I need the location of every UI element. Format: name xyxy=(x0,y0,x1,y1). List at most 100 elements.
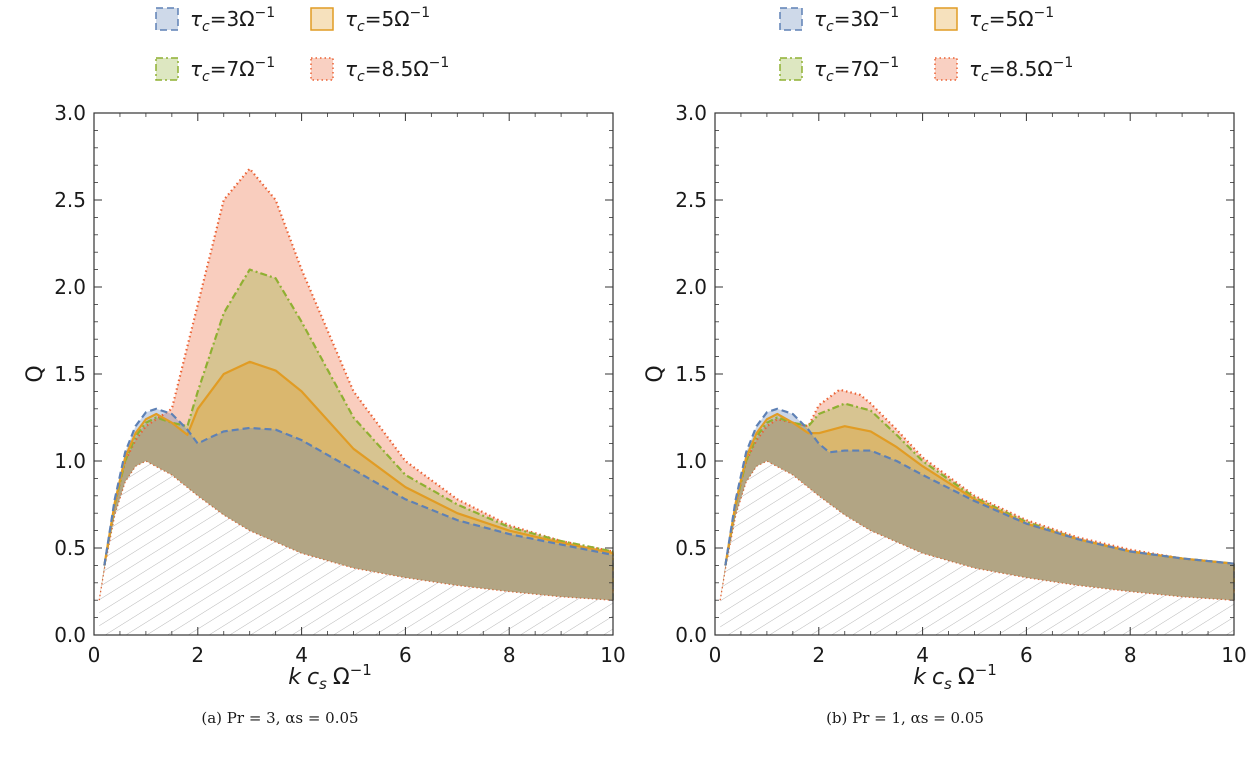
xlabel-sup: −1 xyxy=(350,661,372,679)
x-tick-label: 8 xyxy=(1124,643,1137,667)
band-tau85 xyxy=(720,389,1234,601)
legend-sub: c xyxy=(826,19,834,35)
panel-caption: (a) Pr = 3, αs = 0.05 xyxy=(201,709,358,727)
legend-sup: −1 xyxy=(410,5,431,21)
x-axis-label: k cs Ω−1 xyxy=(913,661,997,693)
series-line-tau3 xyxy=(103,407,614,566)
series-line-tau5 xyxy=(103,360,614,566)
xlabel-k: k xyxy=(288,665,302,690)
y-tick-label: 2.0 xyxy=(54,275,86,299)
y-tick-label: 2.5 xyxy=(675,188,707,212)
legend-label-tau85: τc=8.5Ω−1 xyxy=(969,55,1073,85)
x-tick-label: 2 xyxy=(812,643,825,667)
x-tick-label: 6 xyxy=(399,643,412,667)
legend-value: =8.5Ω xyxy=(365,57,429,81)
y-tick-label: 2.5 xyxy=(54,188,86,212)
legend-label-tau85: τc=8.5Ω−1 xyxy=(345,55,449,85)
x-tick-label: 4 xyxy=(916,643,929,667)
legend-sup: −1 xyxy=(255,5,276,21)
legend-swatch-tau7 xyxy=(155,57,179,81)
y-axis-label: Q xyxy=(643,365,668,382)
legend-tau: τ xyxy=(814,7,827,31)
legend-label-tau5: τc=5Ω−1 xyxy=(969,5,1054,35)
y-tick-label: 3.0 xyxy=(54,101,86,125)
ticks: 0 2 4 6 8 10 0.0 0.5 1.0 1.5 2.0 2.5 3.0 xyxy=(54,101,626,667)
x-tick-label: 4 xyxy=(295,643,308,667)
series-line-tau85 xyxy=(724,388,1235,566)
stable-region-hatch xyxy=(99,461,613,635)
legend-sub: c xyxy=(202,69,210,85)
legend-value: =3Ω xyxy=(210,7,255,31)
y-tick-label: 0.5 xyxy=(675,536,707,560)
legend-sub: c xyxy=(981,69,989,85)
band-tau7 xyxy=(99,269,613,601)
legend-swatch-tau5 xyxy=(934,7,958,31)
y-tick-label: 0.5 xyxy=(54,536,86,560)
legend-sup: −1 xyxy=(1053,55,1074,71)
xlabel-c: c xyxy=(932,665,944,690)
legend: τc=3Ω−1 τc=5Ω−1τc=7Ω−1 τc=8.5Ω−1 xyxy=(779,5,1073,85)
x-tick-label: 10 xyxy=(1221,643,1246,667)
legend-tau: τ xyxy=(969,57,982,81)
legend-swatch-tau5 xyxy=(310,7,334,31)
band-tau5 xyxy=(99,361,613,601)
y-tick-label: 3.0 xyxy=(675,101,707,125)
xlabel-sup: −1 xyxy=(975,661,997,679)
x-tick-label: 2 xyxy=(191,643,204,667)
xlabel-omega: Ω xyxy=(333,665,350,690)
legend-sup: −1 xyxy=(429,55,450,71)
series-line-tau3 xyxy=(724,407,1235,566)
band-tau3 xyxy=(720,408,1234,601)
series-line-tau85 xyxy=(103,167,614,566)
stable-region-hatch xyxy=(720,461,1234,635)
legend-swatch-tau3 xyxy=(779,7,803,31)
xlabel-s: s xyxy=(944,675,952,693)
y-tick-label: 1.5 xyxy=(54,362,86,386)
legend-sub: c xyxy=(357,69,365,85)
legend-label-tau7: τc=7Ω−1 xyxy=(190,55,275,85)
x-tick-label: 10 xyxy=(600,643,625,667)
chart-panel-b: τc=3Ω−1 τc=5Ω−1τc=7Ω−1 τc=8.5Ω−10 2 4 6 8 100.0… xyxy=(643,5,1247,727)
legend-value: =5Ω xyxy=(365,7,410,31)
chart-panel-a: τc=3Ω−1 τc=5Ω−1τc=7Ω−1 τc=8.5Ω−10 2 4 6 8 100.0… xyxy=(23,5,626,727)
legend-sub: c xyxy=(826,69,834,85)
legend-tau: τ xyxy=(969,7,982,31)
legend-swatch-tau85 xyxy=(310,57,334,81)
ticks: 0 2 4 6 8 10 0.0 0.5 1.0 1.5 2.0 2.5 3.0 xyxy=(675,101,1247,667)
legend-sup: −1 xyxy=(255,55,276,71)
panel-caption: (b) Pr = 1, αs = 0.05 xyxy=(826,709,984,727)
legend-tau: τ xyxy=(190,7,203,31)
legend-label-tau7: τc=7Ω−1 xyxy=(814,55,899,85)
legend-sub: c xyxy=(357,19,365,35)
x-tick-label: 6 xyxy=(1020,643,1033,667)
legend-swatch-tau7 xyxy=(779,57,803,81)
y-axis-label: Q xyxy=(23,365,48,382)
y-tick-label: 1.0 xyxy=(675,449,707,473)
x-tick-label: 8 xyxy=(503,643,516,667)
legend-value: =3Ω xyxy=(834,7,879,31)
legend-swatch-tau85 xyxy=(934,57,958,81)
y-tick-label: 1.0 xyxy=(54,449,86,473)
xlabel-k: k xyxy=(913,665,927,690)
legend-tau: τ xyxy=(190,57,203,81)
band-tau85 xyxy=(99,168,613,601)
legend-label-tau3: τc=3Ω−1 xyxy=(814,5,899,35)
legend-tau: τ xyxy=(345,57,358,81)
xlabel-s: s xyxy=(319,675,327,693)
legend-value: =8.5Ω xyxy=(989,57,1053,81)
y-tick-label: 0.0 xyxy=(54,623,86,647)
band-tau3 xyxy=(99,408,613,601)
legend: τc=3Ω−1 τc=5Ω−1τc=7Ω−1 τc=8.5Ω−1 xyxy=(155,5,449,85)
legend-sub: c xyxy=(981,19,989,35)
legend-label-tau3: τc=3Ω−1 xyxy=(190,5,275,35)
legend-label-tau5: τc=5Ω−1 xyxy=(345,5,430,35)
legend-value: =5Ω xyxy=(989,7,1034,31)
xlabel-omega: Ω xyxy=(958,665,975,690)
legend-value: =7Ω xyxy=(834,57,879,81)
y-tick-label: 0.0 xyxy=(675,623,707,647)
legend-swatch-tau3 xyxy=(155,7,179,31)
x-tick-label: 0 xyxy=(88,643,101,667)
legend-sup: −1 xyxy=(879,5,900,21)
xlabel-c: c xyxy=(307,665,319,690)
